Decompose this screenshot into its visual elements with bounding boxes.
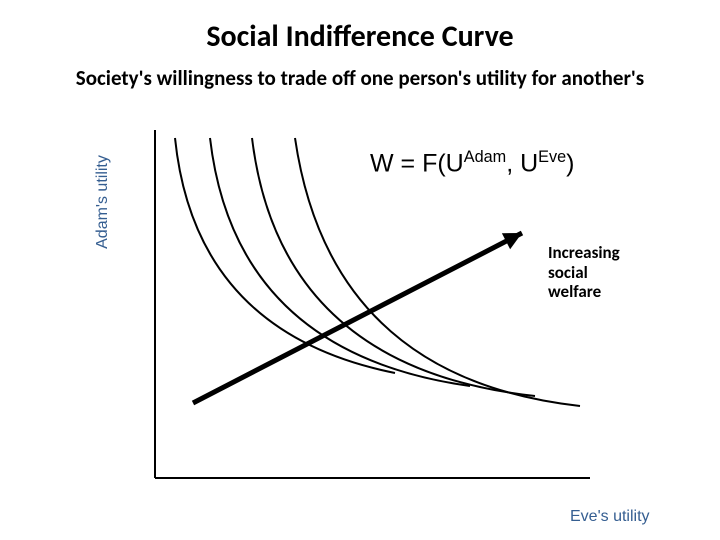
formula-sup-eve: Eve	[538, 148, 566, 166]
formula-mid: , U	[506, 149, 538, 177]
annotation-line1: Increasing	[548, 243, 620, 263]
y-axis-label: Adam's utility	[94, 152, 112, 252]
annotation-line3: welfare	[548, 282, 620, 302]
annotation-line2: social	[548, 263, 620, 283]
increasing-welfare-label: Increasing social welfare	[548, 243, 620, 302]
formula-sup-adam: Adam	[464, 148, 506, 166]
welfare-formula: W = F(UAdam, UEve)	[370, 148, 575, 178]
formula-suffix: )	[566, 149, 574, 177]
x-axis-label: Eve's utility	[570, 508, 650, 526]
formula-prefix: W = F(U	[370, 149, 464, 177]
